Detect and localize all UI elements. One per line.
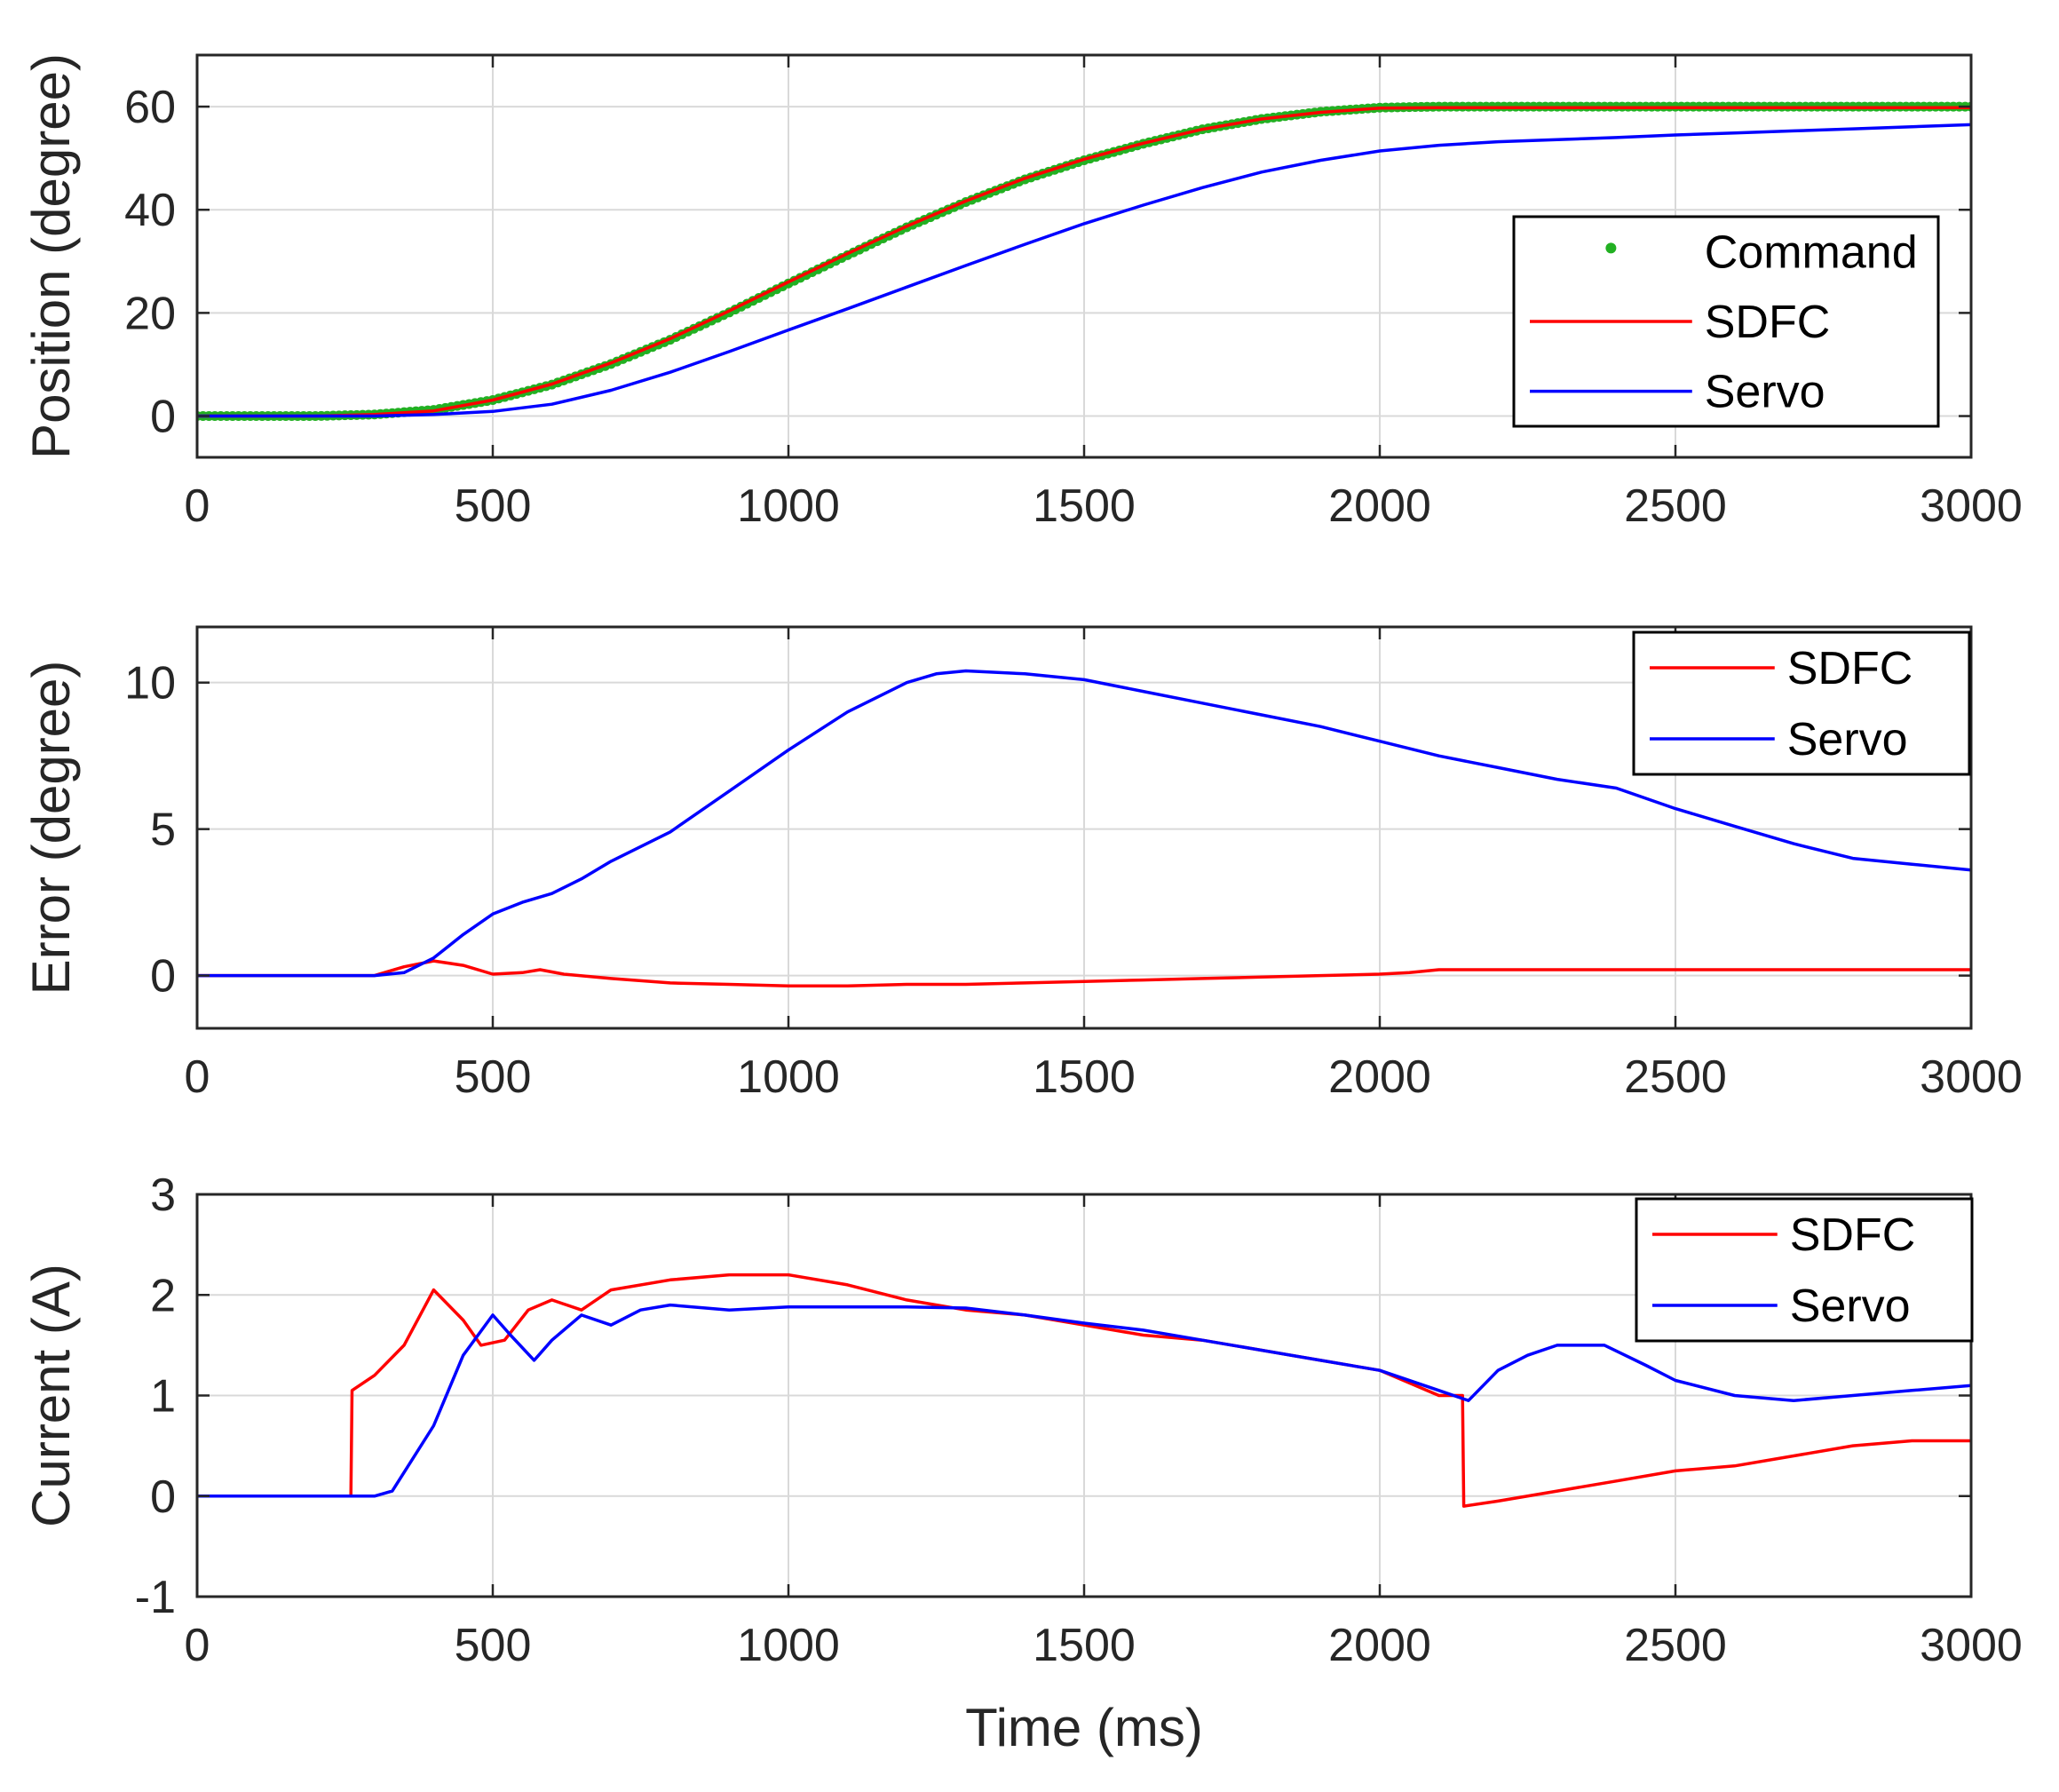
- legend-marker-command: [1605, 242, 1617, 254]
- legend-label-servo: Servo: [1705, 367, 1825, 418]
- x-tick-label: 0: [185, 1051, 210, 1103]
- y-tick-label: 0: [150, 392, 176, 443]
- y-axis-label: Error (degree): [21, 661, 81, 995]
- y-tick-label: 1: [150, 1371, 176, 1423]
- y-tick-label: 2: [150, 1270, 176, 1321]
- legend-label-servo: Servo: [1790, 1281, 1911, 1332]
- series-sdfc-line: [197, 1273, 1971, 1508]
- legend-label-sdfc: SDFC: [1705, 297, 1831, 348]
- x-tick-label: 2500: [1624, 1051, 1727, 1103]
- legend: SDFC Servo: [1635, 1197, 1974, 1343]
- x-tick-label: 0: [185, 480, 210, 532]
- series-servo-line: [197, 1303, 1971, 1498]
- legend-box: [1635, 1197, 1974, 1343]
- series-servo-line: [197, 669, 1971, 978]
- chart-panel-1: 0 500 1000 1500 2000 2500 3000 0 20 40 60 Position …: [21, 53, 2023, 532]
- legend-box: [1632, 630, 1971, 776]
- x-tick-label: 3000: [1920, 1051, 2023, 1103]
- x-tick-label: 500: [455, 1051, 532, 1103]
- x-tick-label: 2000: [1328, 1620, 1431, 1671]
- y-tick-label: 60: [124, 82, 176, 133]
- y-tick-label: 3: [150, 1170, 176, 1221]
- x-tick-label: 3000: [1920, 1620, 2023, 1671]
- x-tick-label: 0: [185, 1620, 210, 1671]
- y-axis-label: Current (A): [21, 1264, 81, 1527]
- x-tick-label: 1500: [1033, 480, 1136, 532]
- x-tick-label: 500: [455, 480, 532, 532]
- series-sdfc-line: [197, 959, 1971, 987]
- x-tick-label: 2000: [1328, 480, 1431, 532]
- x-tick-label: 2500: [1624, 480, 1727, 532]
- series-group: [197, 1273, 1971, 1508]
- legend-label-servo: Servo: [1787, 714, 1908, 765]
- legend-label-sdfc: SDFC: [1787, 643, 1913, 694]
- x-tick-label: 1000: [737, 1051, 840, 1103]
- y-tick-label: -1: [135, 1572, 176, 1623]
- y-tick-label: 0: [150, 1471, 176, 1523]
- y-tick-label: 20: [124, 288, 176, 339]
- x-tick-label: 1500: [1033, 1051, 1136, 1103]
- x-tick-label: 2000: [1328, 1051, 1431, 1103]
- series-group: [197, 669, 1971, 987]
- x-tick-label: 2500: [1624, 1620, 1727, 1671]
- series-servo-line: [197, 123, 1971, 418]
- y-tick-label: 0: [150, 951, 176, 1003]
- x-axis-label: Time (ms): [965, 1698, 1203, 1757]
- y-axis-label: Position (degree): [21, 53, 81, 459]
- y-tick-label: 5: [150, 805, 176, 856]
- y-tick-label: 10: [124, 658, 176, 710]
- legend: SDFC Servo: [1632, 630, 1971, 776]
- x-tick-label: 500: [455, 1620, 532, 1671]
- x-tick-label: 1000: [737, 480, 840, 532]
- legend-label-sdfc: SDFC: [1790, 1209, 1916, 1261]
- series-sdfc-line: [197, 106, 1971, 418]
- x-tick-label: 3000: [1920, 480, 2023, 532]
- x-tick-label: 1000: [737, 1620, 840, 1671]
- x-tick-label: 1500: [1033, 1620, 1136, 1671]
- legend-label-command: Command: [1705, 226, 1918, 278]
- y-tick-label: 40: [124, 185, 176, 236]
- series-group: [197, 101, 1971, 422]
- legend: Command SDFC Servo: [1512, 215, 1940, 428]
- chart-panels: 0 500 1000 1500 2000 2500 30000204060Position …: [21, 53, 2023, 1757]
- chart-panel-2: 0 500 1000 1500 2000 2500 3000 0 5 10 Error (degre…: [21, 625, 2023, 1103]
